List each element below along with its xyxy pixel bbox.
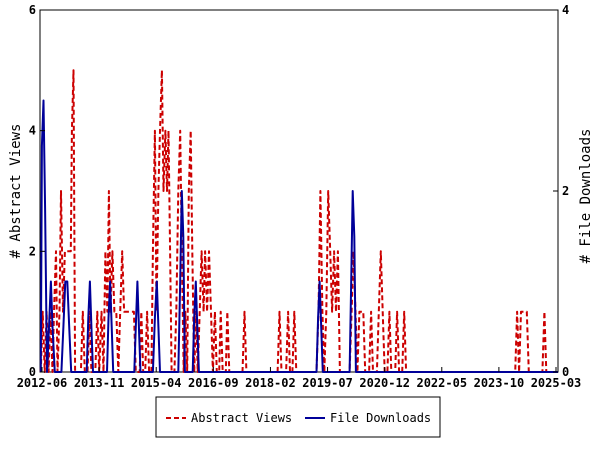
legend-label-abstract-views: Abstract Views	[191, 411, 292, 425]
left-axis-title: # Abstract Views	[8, 124, 24, 259]
y-left-tick-label: 4	[29, 124, 36, 138]
y-left-tick-label: 0	[29, 365, 36, 379]
plot-area	[39, 9, 559, 373]
legend-box	[155, 396, 441, 438]
x-tick-label: 2020-12	[359, 376, 410, 390]
legend: Abstract Views File Downloads	[155, 396, 441, 438]
x-tick-label: 2019-07	[302, 376, 353, 390]
right-axis-title: # File Downloads	[578, 129, 594, 264]
y-right-tick-label: 0	[562, 365, 569, 379]
series-line-file-downloads	[39, 99, 558, 373]
y-left-tick-label: 6	[29, 3, 36, 17]
y-left-tick-label: 2	[29, 244, 36, 258]
ticks-layer: 2012-06 2013-11 2015-04 2016-09 2018-02 2019-…	[17, 3, 582, 390]
x-tick-label: 2018-02	[245, 376, 296, 390]
x-tick-label: 2013-11	[74, 376, 125, 390]
x-tick-label: 2015-04	[131, 376, 182, 390]
y-right-tick-label: 4	[562, 3, 569, 17]
x-tick-label: 2023-10	[474, 376, 525, 390]
x-tick-label: 2012-06	[17, 376, 68, 390]
x-tick-label: 2022-05	[416, 376, 467, 390]
x-tick-label: 2025-03	[531, 376, 582, 390]
legend-label-file-downloads: File Downloads	[330, 411, 431, 425]
series-layer	[39, 69, 558, 373]
y-right-tick-label: 2	[562, 184, 569, 198]
x-tick-label: 2016-09	[188, 376, 239, 390]
